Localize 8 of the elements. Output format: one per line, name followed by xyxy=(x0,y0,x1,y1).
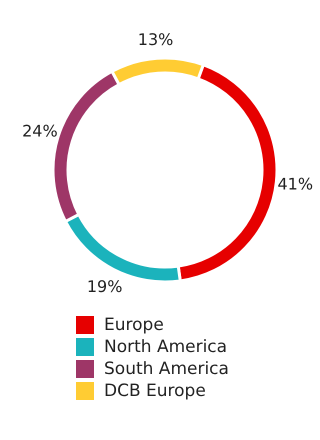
data-label: 41% xyxy=(277,174,314,194)
legend-label: Europe xyxy=(104,315,164,335)
legend-label: South America xyxy=(104,359,229,379)
data-label: 13% xyxy=(138,30,174,49)
data-label: 19% xyxy=(86,276,122,296)
legend-label: DCB Europe xyxy=(104,381,206,401)
data-label: 24% xyxy=(22,122,58,141)
legend-label: North America xyxy=(104,337,228,357)
